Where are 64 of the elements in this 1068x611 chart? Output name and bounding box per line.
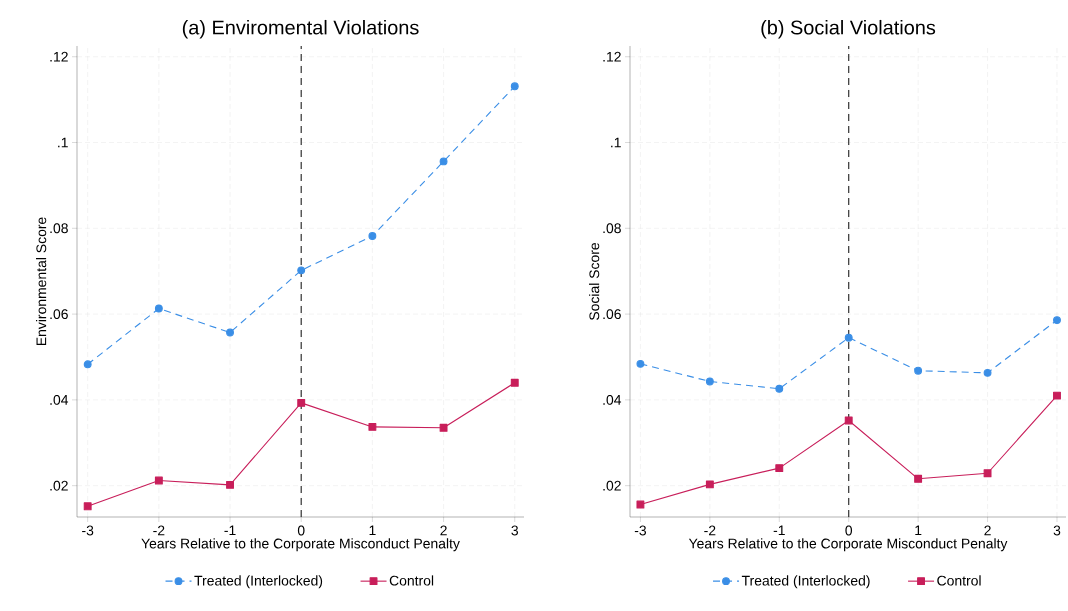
x-tick-label: 1 (369, 525, 376, 536)
point (439, 423, 448, 432)
legend-label: Control (389, 575, 434, 586)
y-tick-label: .04 (50, 394, 69, 405)
legend-label: Treated (Interlocked) (741, 575, 870, 589)
x-tick-label: -1 (773, 525, 785, 536)
x-tick-label: 0 (845, 525, 853, 536)
y-tick-label: .04 (603, 394, 622, 405)
point (83, 502, 92, 511)
y-tick-label: .1 (58, 137, 68, 148)
point (439, 157, 448, 166)
point (775, 464, 784, 473)
point (636, 500, 645, 509)
y-tick-label: .12 (50, 51, 68, 62)
point (1053, 391, 1061, 400)
x-tick-label: -3 (82, 525, 94, 536)
x-tick-label: -1 (224, 525, 236, 536)
point (844, 416, 853, 425)
y-tick-label: .02 (50, 480, 68, 491)
x-tick-label: 3 (511, 525, 519, 536)
point (297, 398, 306, 407)
point (226, 480, 234, 489)
chart-title: (a) Enviromental Violations (182, 19, 419, 39)
point (510, 378, 519, 387)
point (914, 474, 923, 483)
y-tick-label: .08 (50, 223, 68, 234)
chart-title: (b) Social Violations (761, 19, 936, 39)
point (775, 384, 784, 393)
point (983, 368, 992, 377)
point (297, 266, 306, 275)
legend-label: Control (937, 575, 981, 586)
point (226, 328, 234, 337)
y-tick-label: .06 (603, 309, 621, 320)
point (83, 360, 92, 369)
x-tick-label: -3 (634, 525, 647, 536)
x-axis-title: Years Relative to the Corporate Misconduct Penalty (688, 538, 1008, 552)
point (154, 304, 163, 313)
point (914, 366, 923, 375)
point (368, 422, 377, 431)
x-tick-label: 2 (984, 525, 991, 536)
x-tick-label: 3 (1053, 525, 1061, 536)
point (844, 333, 853, 342)
x-tick-label: 2 (440, 525, 447, 536)
point (510, 82, 519, 91)
point (368, 232, 377, 240)
y-axis-title: Environmental Score (36, 217, 47, 346)
y-tick-label: .12 (603, 51, 621, 62)
x-tick-label: 0 (297, 525, 305, 536)
y-tick-label: .06 (50, 309, 68, 320)
y-axis-title: Social Score (589, 242, 600, 321)
legend-label: Treated (Interlocked) (194, 575, 323, 589)
y-tick-label: .1 (611, 137, 621, 148)
point (636, 359, 645, 368)
x-tick-label: -2 (153, 525, 165, 536)
y-tick-label: .08 (603, 223, 621, 234)
x-tick-label: 1 (915, 525, 922, 536)
point (154, 476, 163, 485)
x-tick-label: -2 (704, 525, 716, 536)
x-axis-title: Years Relative to the Corporate Misconduct Penalty (141, 538, 460, 552)
point (705, 480, 714, 489)
y-tick-label: .02 (603, 480, 621, 491)
point (1053, 316, 1061, 325)
point (983, 469, 992, 478)
point (705, 377, 714, 386)
